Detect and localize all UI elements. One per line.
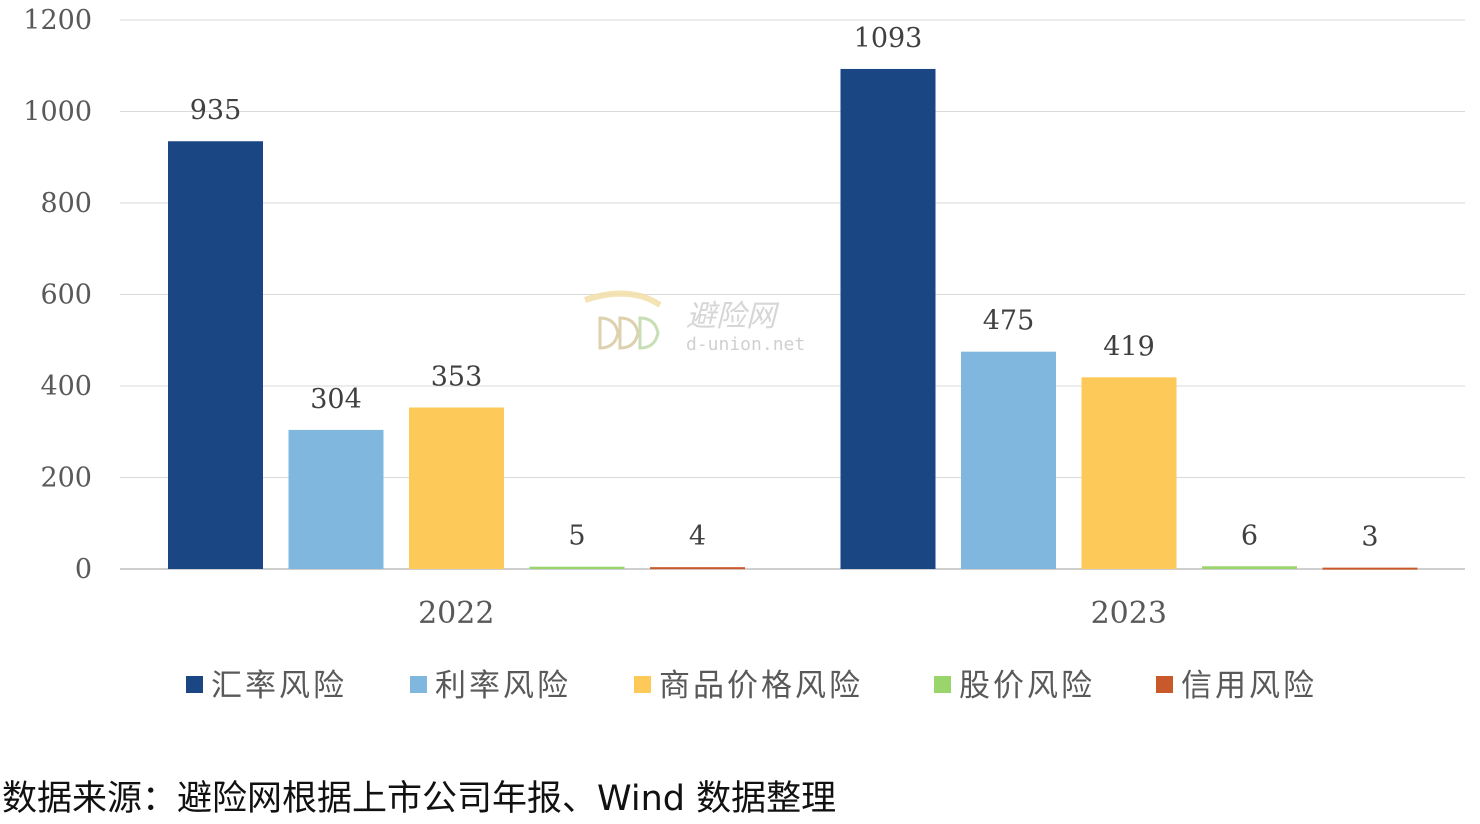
bar (1202, 566, 1297, 569)
x-axis: 2022 2023 (418, 596, 1167, 631)
legend-label: 商品价格风险 (659, 668, 863, 704)
y-tick-label: 600 (40, 280, 92, 311)
bar (1322, 567, 1418, 570)
legend: 汇率风险 利率风险 商品价格风险 股价风险 信用风险 (186, 668, 1317, 704)
data-label: 353 (431, 362, 483, 393)
bar (840, 68, 936, 569)
legend-label: 信用风险 (1181, 668, 1317, 704)
y-tick-label: 400 (40, 371, 92, 402)
bars (168, 68, 1418, 570)
data-label: 304 (310, 384, 362, 415)
legend-item: 股价风险 (934, 668, 1095, 704)
watermark-logo-icon (584, 290, 662, 350)
legend-swatch (1156, 676, 1173, 693)
y-axis: 0 200 400 600 800 1000 1200 (23, 5, 92, 585)
legend-swatch (186, 676, 203, 693)
legend-label: 股价风险 (959, 668, 1095, 704)
watermark-name: 避险网 (686, 299, 780, 334)
legend-swatch (934, 676, 951, 693)
data-label: 4 (689, 521, 706, 552)
legend-item: 汇率风险 (186, 668, 347, 704)
y-tick-label: 800 (40, 188, 92, 219)
y-tick-label: 1000 (23, 97, 92, 128)
bar (650, 567, 745, 570)
legend-item: 利率风险 (410, 668, 571, 704)
data-label: 3 (1361, 522, 1378, 553)
data-label: 6 (1241, 520, 1258, 551)
data-label: 475 (983, 306, 1035, 337)
data-label: 5 (568, 521, 585, 552)
data-label: 419 (1103, 331, 1155, 362)
legend-item: 商品价格风险 (634, 668, 863, 704)
data-labels: 935 304 353 5 4 1093 475 419 6 3 (190, 23, 1379, 553)
bar (1081, 377, 1177, 569)
y-tick-label: 200 (40, 463, 92, 494)
watermark-url: d-union.net (686, 334, 805, 355)
legend-swatch (410, 676, 427, 693)
x-tick-label: 2022 (418, 596, 494, 631)
bar (168, 141, 263, 570)
bar (529, 566, 625, 569)
source-note: 数据来源：避险网根据上市公司年报、Wind 数据整理 (2, 779, 837, 819)
legend-label: 汇率风险 (211, 668, 347, 704)
legend-swatch (634, 676, 651, 693)
bar (961, 351, 1056, 569)
legend-label: 利率风险 (435, 668, 571, 704)
watermark: 避险网 d-union.net (584, 290, 805, 355)
x-tick-label: 2023 (1091, 596, 1167, 631)
y-tick-label: 0 (75, 554, 92, 585)
legend-item: 信用风险 (1156, 668, 1317, 704)
data-label: 1093 (854, 23, 923, 54)
bar (288, 429, 384, 569)
bar (409, 407, 504, 569)
data-label: 935 (190, 95, 242, 126)
y-tick-label: 1200 (23, 5, 92, 36)
